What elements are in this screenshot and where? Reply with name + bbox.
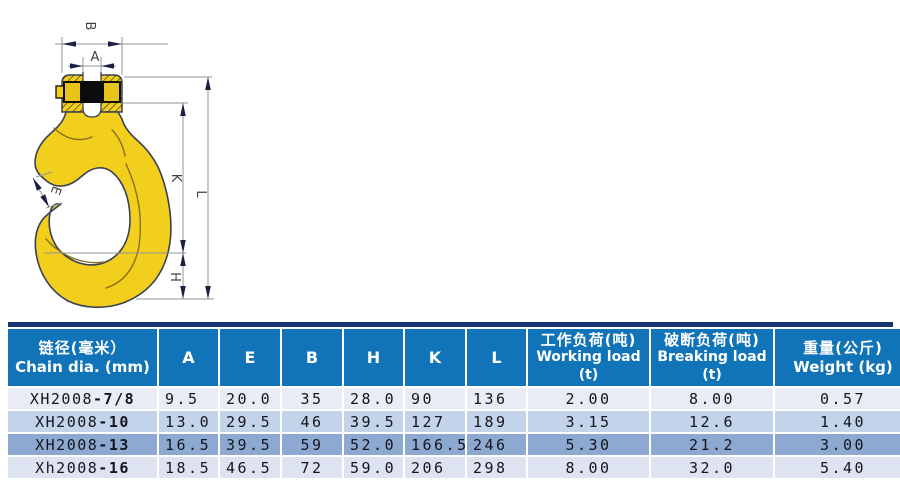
header-breaking-unit: (t) <box>702 366 722 383</box>
header-chain-dia-en: Chain dia. (mm) <box>15 357 150 376</box>
value-B: 72 <box>282 457 342 478</box>
value-L: 246 <box>467 434 526 455</box>
value-B: 35 <box>282 388 342 409</box>
value-weight: 1.40 <box>775 411 900 432</box>
value-L: 136 <box>467 388 526 409</box>
value-breaking-load: 12.6 <box>651 411 773 432</box>
value-weight: 5.40 <box>775 457 900 478</box>
header-breaking-en: Breaking load <box>657 349 767 366</box>
value-K: 90 <box>405 388 465 409</box>
header-chain-dia: 链径(毫米） Chain dia. (mm) <box>8 329 157 386</box>
value-working-load: 3.15 <box>528 411 649 432</box>
dim-label-A: A <box>91 50 100 65</box>
value-weight: 0.57 <box>775 388 900 409</box>
value-H: 28.0 <box>344 388 403 409</box>
header-weight-cn: 重量(公斤) <box>803 338 883 357</box>
spec-table-section: 链径(毫米） Chain dia. (mm) A E B H K L 工作负荷(… <box>8 322 900 480</box>
value-E: 20.0 <box>220 388 280 409</box>
model-cell: XH2008-13 <box>8 434 157 455</box>
value-working-load: 5.30 <box>528 434 649 455</box>
model-cell: Xh2008-16 <box>8 457 157 478</box>
value-A: 9.5 <box>159 388 218 409</box>
value-H: 52.0 <box>344 434 403 455</box>
value-K: 166.5 <box>405 434 466 455</box>
value-A: 16.5 <box>159 434 218 455</box>
header-dim-E: E <box>220 329 280 386</box>
header-row: 链径(毫米） Chain dia. (mm) A E B H K L 工作负荷(… <box>8 329 900 386</box>
value-H: 39.5 <box>344 411 403 432</box>
value-A: 18.5 <box>159 457 218 478</box>
hook-body <box>34 111 172 309</box>
table-row: Xh2008-16 18.5 46.5 72 59.0 206 298 8.00… <box>8 457 900 478</box>
value-breaking-load: 32.0 <box>651 457 773 478</box>
header-breaking-load: 破断负荷(吨) Breaking load (t) <box>651 329 773 386</box>
header-working-load: 工作负荷(吨) Working load (t) <box>528 329 649 386</box>
value-E: 29.5 <box>220 411 280 432</box>
value-K: 127 <box>405 411 465 432</box>
header-weight-en: Weight (kg) <box>793 357 893 376</box>
header-working-en: Working load <box>536 349 641 366</box>
hook-shading-lines <box>45 127 142 289</box>
header-dim-B: B <box>282 329 342 386</box>
value-K: 206 <box>405 457 465 478</box>
value-breaking-load: 8.00 <box>651 388 773 409</box>
hook-diagram: B A K L H E <box>32 22 214 309</box>
pin-center <box>80 82 104 102</box>
value-L: 189 <box>467 411 526 432</box>
model-cell: XH2008-7/8 <box>8 388 157 409</box>
dim-label-L: L <box>193 190 208 198</box>
header-working-unit: (t) <box>578 366 599 383</box>
dim-label-K: K <box>168 174 183 183</box>
model-cell: XH2008-10 <box>8 411 157 432</box>
value-E: 46.5 <box>220 457 280 478</box>
value-E: 39.5 <box>220 434 280 455</box>
dimension-arrows <box>33 41 211 299</box>
value-A: 13.0 <box>159 411 218 432</box>
value-breaking-load: 21.2 <box>651 434 773 455</box>
table-row: XH2008-7/8 9.5 20.0 35 28.0 90 136 2.00 … <box>8 388 900 409</box>
header-chain-dia-cn: 链径(毫米） <box>38 338 127 357</box>
header-breaking-cn: 破断负荷(吨) <box>664 330 760 349</box>
header-dim-H: H <box>344 329 403 386</box>
value-working-load: 8.00 <box>528 457 649 478</box>
header-weight: 重量(公斤) Weight (kg) <box>775 329 900 386</box>
table-row: XH2008-10 13.0 29.5 46 39.5 127 189 3.15… <box>8 411 900 432</box>
table-row-highlighted: XH2008-13 16.5 39.5 59 52.0 166.5 246 5.… <box>8 434 900 455</box>
value-L: 298 <box>467 457 526 478</box>
value-B: 59 <box>282 434 342 455</box>
dim-label-H: H <box>167 272 182 282</box>
value-B: 46 <box>282 411 342 432</box>
value-working-load: 2.00 <box>528 388 649 409</box>
value-H: 59.0 <box>344 457 403 478</box>
spec-table: 链径(毫米） Chain dia. (mm) A E B H K L 工作负荷(… <box>6 327 900 480</box>
dim-label-B: B <box>82 22 97 31</box>
header-working-cn: 工作负荷(吨) <box>540 330 637 349</box>
hook-figure: B A K L H E <box>0 0 260 320</box>
value-weight: 3.00 <box>775 434 900 455</box>
header-dim-K: K <box>405 329 465 386</box>
header-dim-L: L <box>467 329 526 386</box>
table-top-bar <box>8 322 893 327</box>
clevis-pin <box>55 81 121 103</box>
header-dim-A: A <box>159 329 218 386</box>
